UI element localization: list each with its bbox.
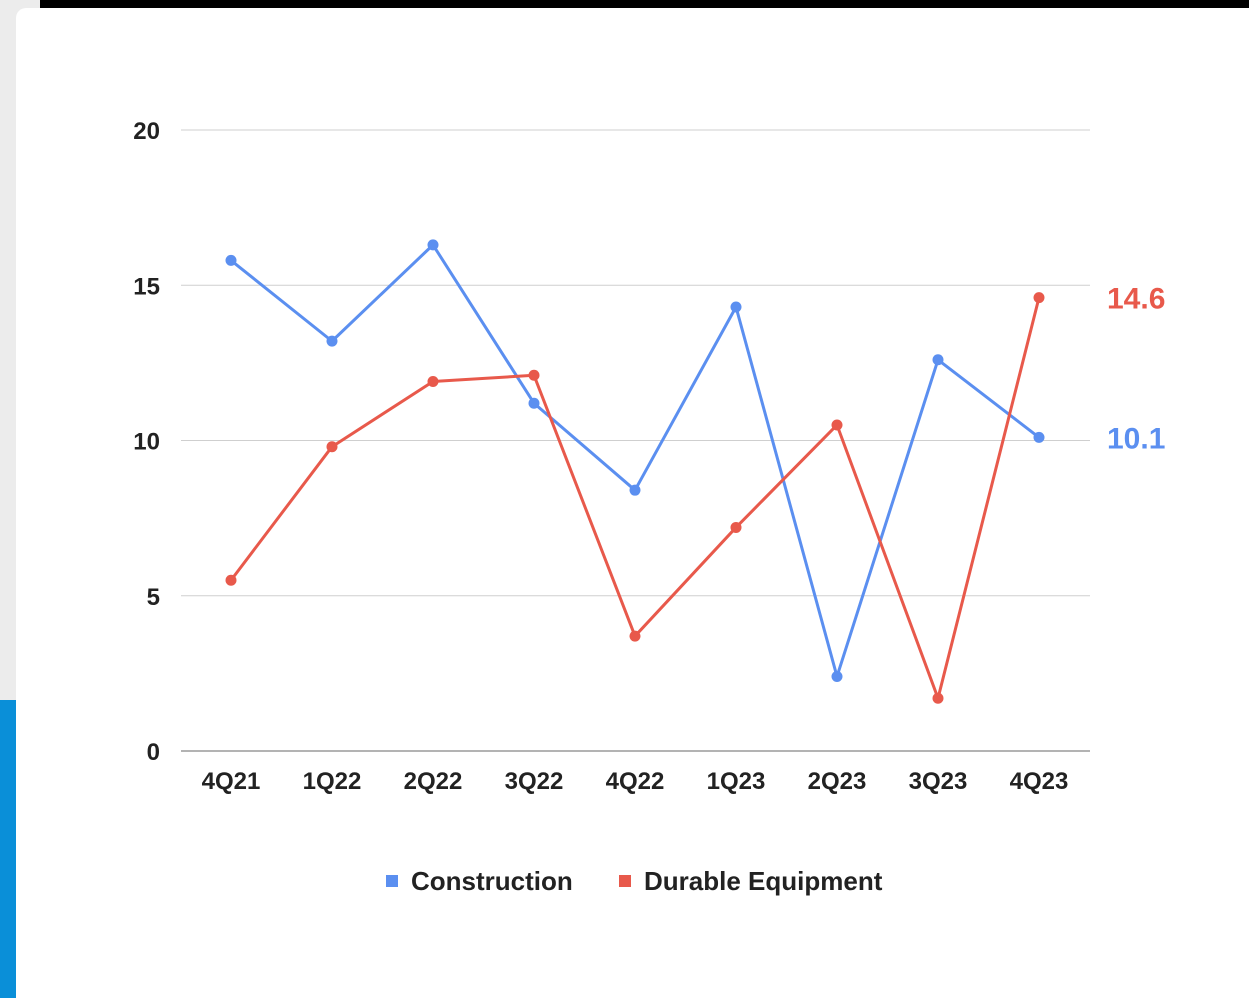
y-tick-label: 5 (147, 584, 160, 611)
data-point (225, 254, 237, 266)
end-value-label: 14.6 (1107, 283, 1165, 316)
data-point (528, 397, 540, 409)
gridlines (181, 129, 1090, 752)
x-tick-label: 3Q22 (505, 768, 564, 795)
y-tick-label: 0 (147, 739, 160, 766)
data-point (831, 419, 843, 431)
legend: Construction Durable Equipment (386, 866, 883, 896)
data-point (326, 441, 338, 453)
data-point (831, 670, 843, 682)
data-point (326, 335, 338, 347)
x-tick-label: 2Q22 (404, 768, 463, 795)
legend-label: Durable Equipment (644, 866, 883, 896)
data-point (1033, 431, 1045, 443)
data-point (629, 630, 641, 642)
series-points (225, 239, 1045, 704)
y-tick-label: 10 (133, 429, 160, 456)
series-lines (229, 243, 1041, 700)
data-point (932, 354, 944, 366)
x-tick-label: 4Q21 (202, 768, 261, 795)
data-point (427, 239, 439, 251)
y-axis: 0 5 10 15 20 (133, 118, 160, 766)
data-point (932, 692, 944, 704)
x-axis: 4Q21 1Q22 2Q22 3Q22 4Q22 1Q23 2Q23 3Q23 4Q23 (202, 768, 1069, 795)
data-point (730, 301, 742, 313)
x-tick-label: 1Q23 (707, 768, 766, 795)
x-tick-label: 1Q22 (303, 768, 362, 795)
chart-card (16, 8, 1249, 998)
series-line-construction (229, 243, 1041, 678)
x-tick-label: 3Q23 (909, 768, 968, 795)
data-point (629, 484, 641, 496)
data-point (528, 369, 540, 381)
x-tick-label: 4Q23 (1010, 768, 1069, 795)
y-tick-label: 15 (133, 273, 160, 300)
data-point (730, 521, 742, 533)
legend-label: Construction (411, 866, 573, 896)
y-tick-label: 20 (133, 118, 160, 145)
data-point (427, 376, 439, 388)
data-point (225, 574, 237, 586)
data-point (1033, 292, 1045, 304)
end-value-label: 10.1 (1107, 422, 1165, 455)
x-tick-label: 2Q23 (808, 768, 867, 795)
end-labels: 10.1 14.6 (1107, 283, 1165, 456)
legend-swatch (386, 875, 398, 887)
x-tick-label: 4Q22 (606, 768, 665, 795)
legend-swatch (619, 875, 631, 887)
